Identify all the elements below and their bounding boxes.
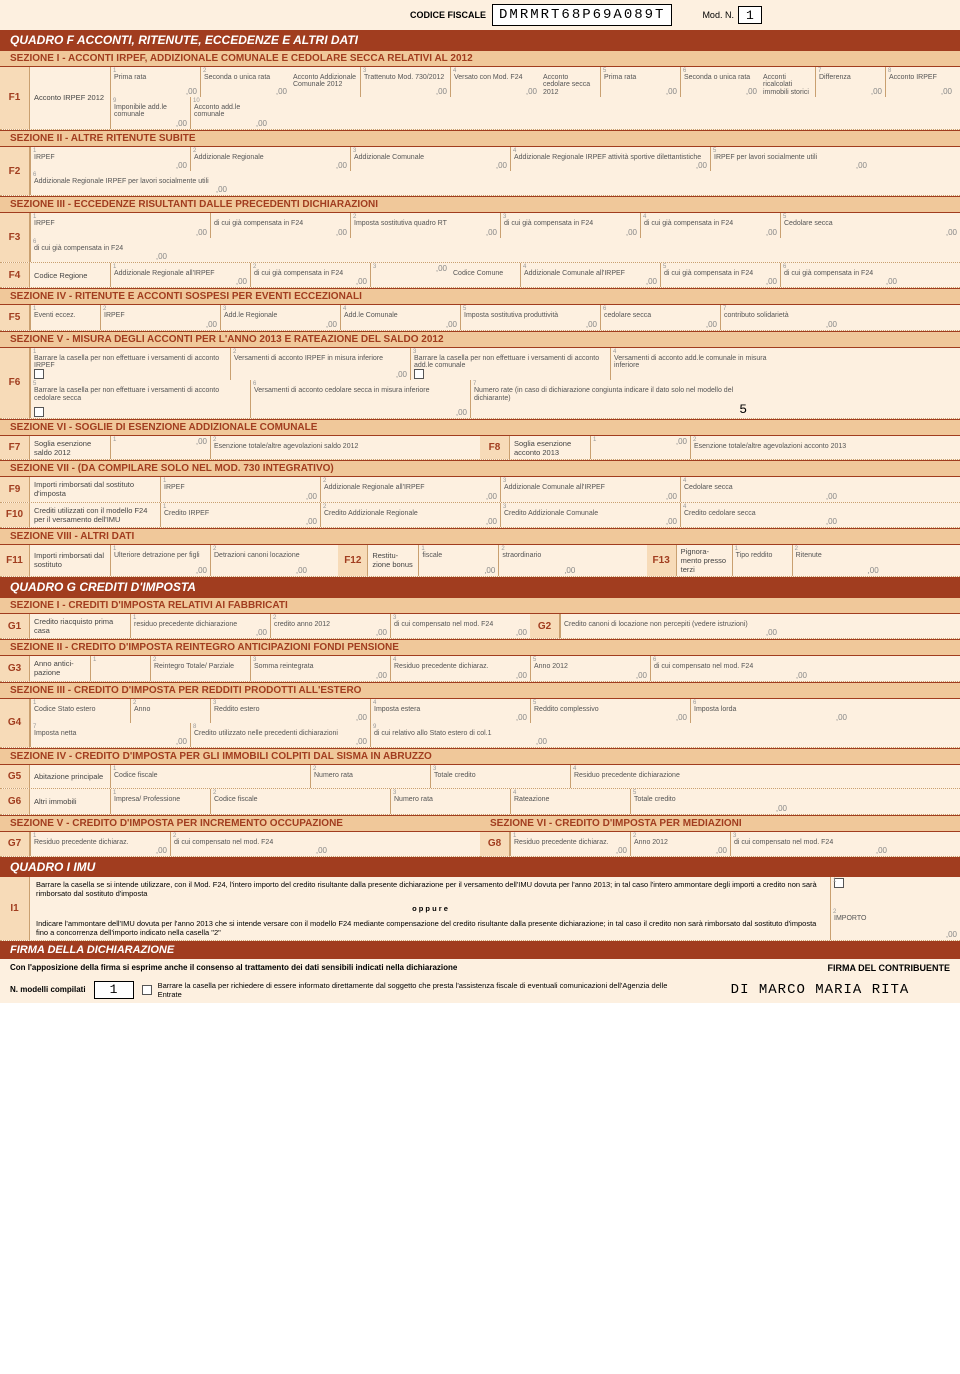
f6-rate: 5	[739, 402, 747, 417]
row-g3: G3 Anno antici-pazione 1 2Reintegro Tota…	[0, 656, 960, 681]
sez5-hdr: SEZIONE V - MISURA DEGLI ACCONTI PER L'A…	[0, 331, 960, 348]
row-g8: G8 1Residuo precedente dichiaraz.,00 2An…	[480, 832, 960, 857]
mod-value: 1	[738, 6, 762, 24]
top-bar: CODICE FISCALE DMRMRT68P69A089T Mod. N. …	[0, 0, 960, 30]
row-f6: F6 1Barrare la casella per non effettuar…	[0, 348, 960, 419]
row-f2: F2 1IRPEF,00 2Addizionale Regionale,00 3…	[0, 147, 960, 197]
sez4-hdr: SEZIONE IV - RITENUTE E ACCONTI SOSPESI …	[0, 288, 960, 305]
row-f9: F9 Importi rimborsati dal sostituto d'im…	[0, 477, 960, 502]
mod-label: Mod. N.	[702, 10, 734, 20]
sez8-hdr: SEZIONE VIII - ALTRI DATI	[0, 528, 960, 545]
row-i1: I1 Barrare la casella se si intende util…	[0, 877, 960, 941]
row-f3: F3 1IRPEF,00 di cui già compensata in F2…	[0, 213, 960, 263]
row-f10: F10 Crediti utilizzati con il modello F2…	[0, 503, 960, 528]
form-page: CODICE FISCALE DMRMRT68P69A089T Mod. N. …	[0, 0, 960, 1003]
row-g6: G6 Altri immobili 1Impresa/ Professione …	[0, 789, 960, 814]
row-f11-13: F11 Importi rimborsati dal sostituto 1Ul…	[0, 545, 960, 577]
row-g1: G1 Credito riacquisto prima casa 1residu…	[0, 614, 960, 639]
firma-banner: FIRMA DELLA DICHIARAZIONE	[0, 941, 960, 959]
g-sez6: SEZIONE VI - CREDITO D'IMPOSTA PER MEDIA…	[480, 815, 960, 832]
row-f4: F4 Codice Regione 1Addizionale Regionale…	[0, 263, 960, 288]
cf-value: DMRMRT68P69A089T	[492, 4, 672, 26]
sez1-hdr: SEZIONE I - ACCONTI IRPEF, ADDIZIONALE C…	[0, 50, 960, 67]
signature-name: DI MARCO MARIA RITA	[690, 982, 950, 998]
g-sez1: SEZIONE I - CREDITI D'IMPOSTA RELATIVI A…	[0, 597, 960, 614]
g-sez3: SEZIONE III - CREDITO D'IMPOSTA PER REDD…	[0, 682, 960, 699]
f6-check3[interactable]	[414, 369, 424, 379]
nmod-value: 1	[94, 981, 134, 999]
f1-lbl1: Acconto IRPEF 2012	[30, 67, 110, 129]
row-g4: G4 1Codice Stato estero 2Anno 3Reddito e…	[0, 699, 960, 749]
row-f7f8: F7 Soglia esenzione saldo 2012 1,00 2Ese…	[0, 436, 960, 460]
sez7-hdr: SEZIONE VII - (DA COMPILARE SOLO NEL MOD…	[0, 460, 960, 477]
quadro-g-banner: QUADRO G CREDITI D'IMPOSTA	[0, 577, 960, 597]
row-f1: F1 Acconto IRPEF 2012 1Prima rata,00 2Se…	[0, 67, 960, 130]
inform-check[interactable]	[142, 985, 152, 995]
sez3-hdr: SEZIONE III - ECCEDENZE RISULTANTI DALLE…	[0, 196, 960, 213]
consent-row: Con l'apposizione della firma si esprime…	[0, 959, 960, 977]
g-sez5: SEZIONE V - CREDITO D'IMPOSTA PER INCREM…	[0, 815, 480, 832]
f6-check5[interactable]	[34, 407, 44, 417]
row-g5: G5 Abitazione principale 1Codice fiscale…	[0, 765, 960, 789]
quadro-i-banner: QUADRO I IMU	[0, 857, 960, 877]
g-sez4: SEZIONE IV - CREDITO D'IMPOSTA PER GLI I…	[0, 748, 960, 765]
cf-label: CODICE FISCALE	[410, 10, 486, 20]
row-f5: F5 1Eventi eccez. 2IRPEF,00 3Add.le Regi…	[0, 305, 960, 330]
g-sez2: SEZIONE II - CREDITO D'IMPOSTA REINTEGRO…	[0, 639, 960, 656]
quadro-f-banner: QUADRO F ACCONTI, RITENUTE, ECCEDENZE E …	[0, 30, 960, 50]
sign-area: N. modelli compilati 1 Barrare la casell…	[0, 977, 960, 1003]
f6-check1[interactable]	[34, 369, 44, 379]
row-g7: G7 1Residuo precedente dichiaraz.,00 2di…	[0, 832, 480, 857]
f1-num: F1	[0, 67, 30, 129]
sez6-hdr: SEZIONE VI - SOGLIE DI ESENZIONE ADDIZIO…	[0, 419, 960, 436]
sez2-hdr: SEZIONE II - ALTRE RITENUTE SUBITE	[0, 130, 960, 147]
